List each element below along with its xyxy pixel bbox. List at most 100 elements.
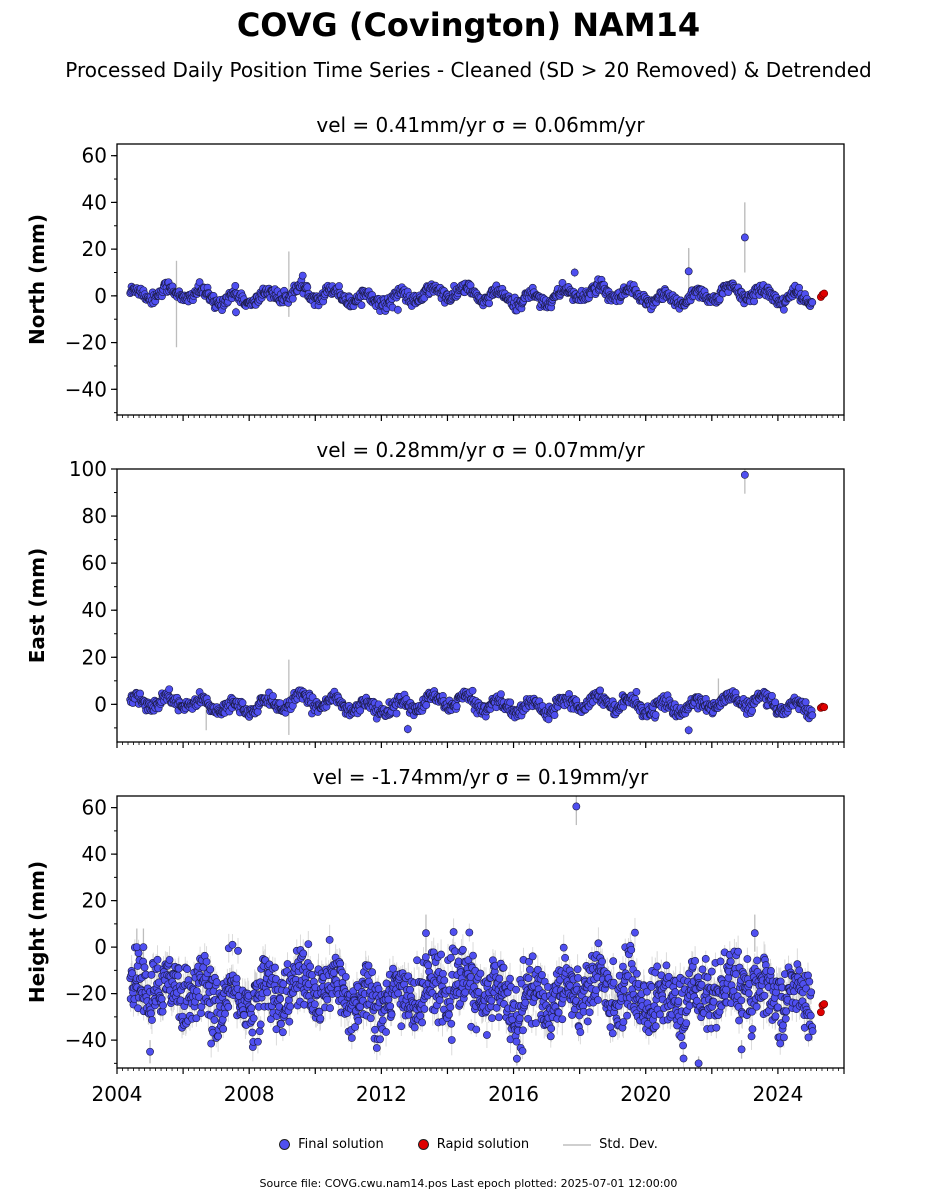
final-solution-point: [247, 1004, 256, 1013]
final-solution-point: [596, 686, 605, 695]
y-tick-label: 40: [82, 190, 107, 214]
final-solution-points-east: [126, 470, 817, 735]
final-solution-point: [452, 702, 461, 711]
final-solution-outlier: [684, 726, 693, 735]
final-solution-points-height: [126, 802, 817, 1068]
rapid-solution-points-east: [816, 702, 829, 712]
y-axis-label-north: North (mm): [25, 214, 49, 345]
final-solution-point: [253, 707, 262, 716]
final-solution-point: [392, 709, 401, 718]
final-solution-point: [234, 946, 242, 955]
std-dev-lines-north: [129, 202, 813, 348]
final-solution-point: [303, 283, 312, 292]
y-tick-label: 0: [94, 692, 107, 716]
y-tick-label: 0: [94, 284, 107, 308]
final-solution-point: [298, 271, 307, 280]
final-solution-point: [231, 281, 240, 290]
final-solution-point: [147, 970, 156, 979]
final-solution-point: [214, 1032, 223, 1041]
rapid-solution-points-north: [816, 289, 829, 301]
final-solution-point: [269, 692, 277, 700]
final-solution-point: [254, 1037, 262, 1046]
final-solution-point: [771, 698, 780, 707]
final-solution-point: [422, 701, 431, 710]
y-tick-label: 20: [82, 237, 107, 261]
panel-north: −40 −20 0 20 40 60 vel = 0.41mm/yr σ = 0.06mm/…: [25, 113, 845, 421]
final-solution-point: [651, 710, 660, 719]
final-solution-point: [468, 686, 477, 695]
final-solution-point: [157, 995, 166, 1003]
final-solution-point: [272, 975, 280, 983]
final-solution-outlier: [740, 233, 749, 242]
final-solution-point: [249, 1014, 258, 1023]
panel-title-north: vel = 0.41mm/yr σ = 0.06mm/yr: [316, 113, 645, 137]
final-solution-point: [228, 940, 237, 949]
final-solution-point: [128, 969, 136, 978]
final-solution-point: [632, 687, 641, 696]
final-solution-point: [153, 955, 162, 964]
final-solution-point: [768, 691, 776, 700]
final-solution-point: [219, 1025, 228, 1033]
y-axis-label-east: East (mm): [25, 548, 49, 664]
final-solution-point: [550, 711, 559, 720]
final-solution-point: [136, 689, 145, 698]
final-solution-point: [202, 957, 211, 966]
final-solution-outlier: [232, 308, 240, 317]
final-solution-point: [174, 964, 183, 973]
final-solution-point: [221, 1009, 229, 1018]
y-tick-label: 40: [82, 598, 107, 622]
final-solution-point: [285, 1017, 294, 1026]
final-solution-point: [272, 1025, 281, 1034]
rapid-solution-point: [820, 703, 829, 712]
final-solution-point: [283, 960, 292, 968]
y-tick-label: 100: [69, 457, 107, 481]
final-solution-point: [159, 1001, 167, 1010]
plot-area-height: [126, 796, 829, 1068]
final-solution-point: [748, 706, 757, 715]
y-tick-label: −20: [65, 331, 107, 355]
final-solution-point: [278, 1028, 287, 1037]
final-solution-outlier: [740, 470, 749, 479]
final-solution-point: [206, 965, 215, 974]
plot-area-north: [126, 202, 829, 348]
final-solution-point: [212, 978, 221, 987]
final-solution-point: [288, 294, 297, 303]
final-solution-point: [148, 1016, 156, 1024]
final-solution-point: [271, 963, 279, 972]
final-solution-outlier: [570, 268, 579, 277]
y-tick-label: 80: [82, 504, 107, 528]
final-solution-point: [238, 698, 247, 707]
final-solution-point: [801, 698, 810, 707]
final-solution-points-north: [126, 233, 817, 317]
final-solution-point: [147, 1009, 155, 1018]
final-solution-point: [232, 974, 241, 983]
final-solution-point: [808, 298, 817, 307]
final-solution-point: [497, 690, 505, 698]
final-solution-point: [808, 711, 817, 720]
final-solution-point: [485, 299, 493, 308]
final-solution-point: [779, 305, 788, 314]
final-solution-point: [256, 1020, 265, 1029]
final-solution-point: [210, 1016, 219, 1024]
final-solution-point: [506, 698, 515, 707]
y-tick-label: 60: [82, 551, 107, 575]
final-solution-point: [263, 988, 272, 997]
final-solution-point: [356, 706, 365, 715]
final-solution-point: [207, 1039, 216, 1048]
final-solution-point: [558, 278, 567, 287]
final-solution-point: [165, 685, 174, 694]
final-solution-point: [192, 1014, 201, 1023]
final-solution-point: [240, 1011, 248, 1020]
final-solution-outlier: [403, 725, 412, 733]
axes-frame-north: [116, 143, 845, 416]
final-solution-outlier: [393, 305, 402, 314]
rapid-solution-point: [820, 289, 829, 298]
final-solution-point: [197, 1009, 205, 1018]
y-tick-label: 60: [82, 144, 107, 168]
panel-title-east: vel = 0.28mm/yr σ = 0.07mm/yr: [316, 438, 645, 462]
final-solution-point: [276, 994, 285, 1003]
final-solution-point: [279, 980, 288, 988]
final-solution-outlier: [684, 267, 693, 276]
